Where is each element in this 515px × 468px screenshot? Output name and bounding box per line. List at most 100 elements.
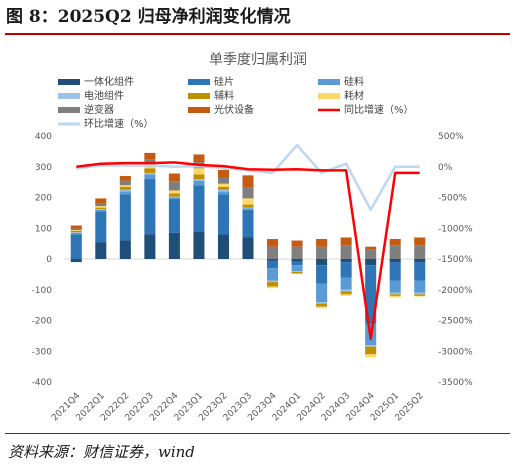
figure-title: 图 8：2025Q2 归母净利润变化情况: [6, 7, 291, 27]
bar-segment: [119, 185, 131, 187]
bar-segment: [144, 152, 156, 160]
legend-label: 环比增速（%）: [84, 117, 154, 130]
bar-segment: [316, 246, 328, 259]
bar-segment: [291, 273, 303, 275]
y2-tick-label: -2000%: [438, 286, 473, 296]
bar-segment: [193, 179, 205, 181]
bar-segment: [414, 259, 426, 263]
bar-segment: [316, 302, 328, 304]
y2-tick-label: -3500%: [438, 378, 473, 388]
bar-segment: [414, 294, 426, 296]
bar-segment: [267, 259, 279, 261]
bar-segment: [193, 154, 205, 163]
bar-segment: [291, 261, 303, 266]
bar-segment: [291, 265, 303, 272]
bar-segment: [291, 240, 303, 247]
bar-segment: [365, 259, 377, 266]
bar-segment: [119, 189, 131, 192]
chart-panel: 单季度归属利润 一体化组件 硅片 硅料 电池组件 辅料 耗材 逆变器 光伏设备 同比增速（%） 环…: [6, 38, 510, 430]
bar-segment: [119, 186, 131, 190]
bar-segment: [316, 259, 328, 266]
bar-segment: [144, 168, 156, 173]
legend-label: 逆变器: [84, 103, 114, 116]
bar-segment: [291, 259, 303, 262]
bar-segment: [316, 306, 328, 309]
bar-segment: [70, 230, 82, 233]
bar-segment: [217, 189, 229, 192]
bar-segment: [365, 346, 377, 355]
y2-tick-label: -1500%: [438, 255, 473, 265]
bar-segment: [365, 246, 377, 250]
legend-label: 同比增速（%）: [344, 103, 414, 116]
legend-swatch: [188, 107, 210, 113]
y-tick-label: -100: [32, 286, 53, 296]
y-tick-label: 300: [35, 163, 52, 173]
bar-segment: [365, 249, 377, 259]
bar-segment: [340, 259, 352, 263]
bar-segment: [119, 175, 131, 181]
bar-segment: [389, 262, 401, 281]
bar-segment: [389, 280, 401, 293]
bar-segment: [389, 245, 401, 259]
legend-label: 硅料: [344, 75, 364, 88]
bar-segment: [144, 179, 156, 235]
bar-segment: [119, 191, 131, 195]
y-tick-label: -400: [32, 378, 53, 388]
bar-segment: [95, 203, 107, 207]
bar-segment: [340, 237, 352, 246]
bar-segment: [316, 239, 328, 247]
bar-segment: [95, 206, 107, 208]
bar-segment: [70, 230, 82, 231]
bar-segment: [414, 262, 426, 281]
bar-segment: [70, 228, 82, 231]
bar-segment: [414, 245, 426, 259]
bar-segment: [168, 193, 180, 197]
bar-segment: [242, 175, 254, 188]
legend-swatch: [58, 93, 80, 99]
y-tick-label: -200: [32, 317, 53, 327]
y2-tick-label: -3000%: [438, 347, 473, 357]
legend-swatch: [318, 79, 340, 85]
bar-segment: [144, 172, 156, 175]
bar-segment: [193, 231, 205, 259]
bar-segment: [267, 246, 279, 259]
bar-segment: [389, 294, 401, 296]
bar-segment: [168, 190, 180, 194]
bar-segment: [193, 174, 205, 180]
bar-segment: [70, 259, 82, 263]
y-tick-label: -300: [32, 347, 53, 357]
bar-segment: [70, 232, 82, 233]
bar-segment: [340, 291, 352, 295]
y2-tick-label: -2500%: [438, 317, 473, 327]
bar-segment: [168, 232, 180, 259]
bar-segment: [291, 271, 303, 274]
legend-label: 辅料: [214, 89, 234, 102]
bar-segment: [340, 245, 352, 259]
chart-bars: [70, 152, 426, 358]
bar-segment: [217, 191, 229, 195]
chart-lines: [76, 143, 420, 341]
bar-segment: [168, 199, 180, 233]
bar-segment: [70, 232, 82, 235]
legend-label: 光伏设备: [214, 103, 254, 116]
bar-segment: [95, 209, 107, 210]
bar-segment: [168, 196, 180, 198]
bar-segment: [267, 282, 279, 287]
bar-segment: [389, 259, 401, 263]
bar-segment: [340, 289, 352, 292]
legend-swatch: [318, 93, 340, 99]
bar-segment: [340, 294, 352, 296]
bar-segment: [267, 239, 279, 247]
legend-label: 耗材: [344, 89, 364, 102]
bar-segment: [217, 183, 229, 187]
bar-segment: [414, 295, 426, 297]
bar-segment: [340, 277, 352, 290]
y-tick-label: 200: [35, 194, 52, 204]
y2-tick-label: 0%: [438, 163, 453, 173]
legend-swatch: [58, 79, 80, 85]
bar-segment: [95, 209, 107, 212]
bar-segment: [365, 354, 377, 358]
